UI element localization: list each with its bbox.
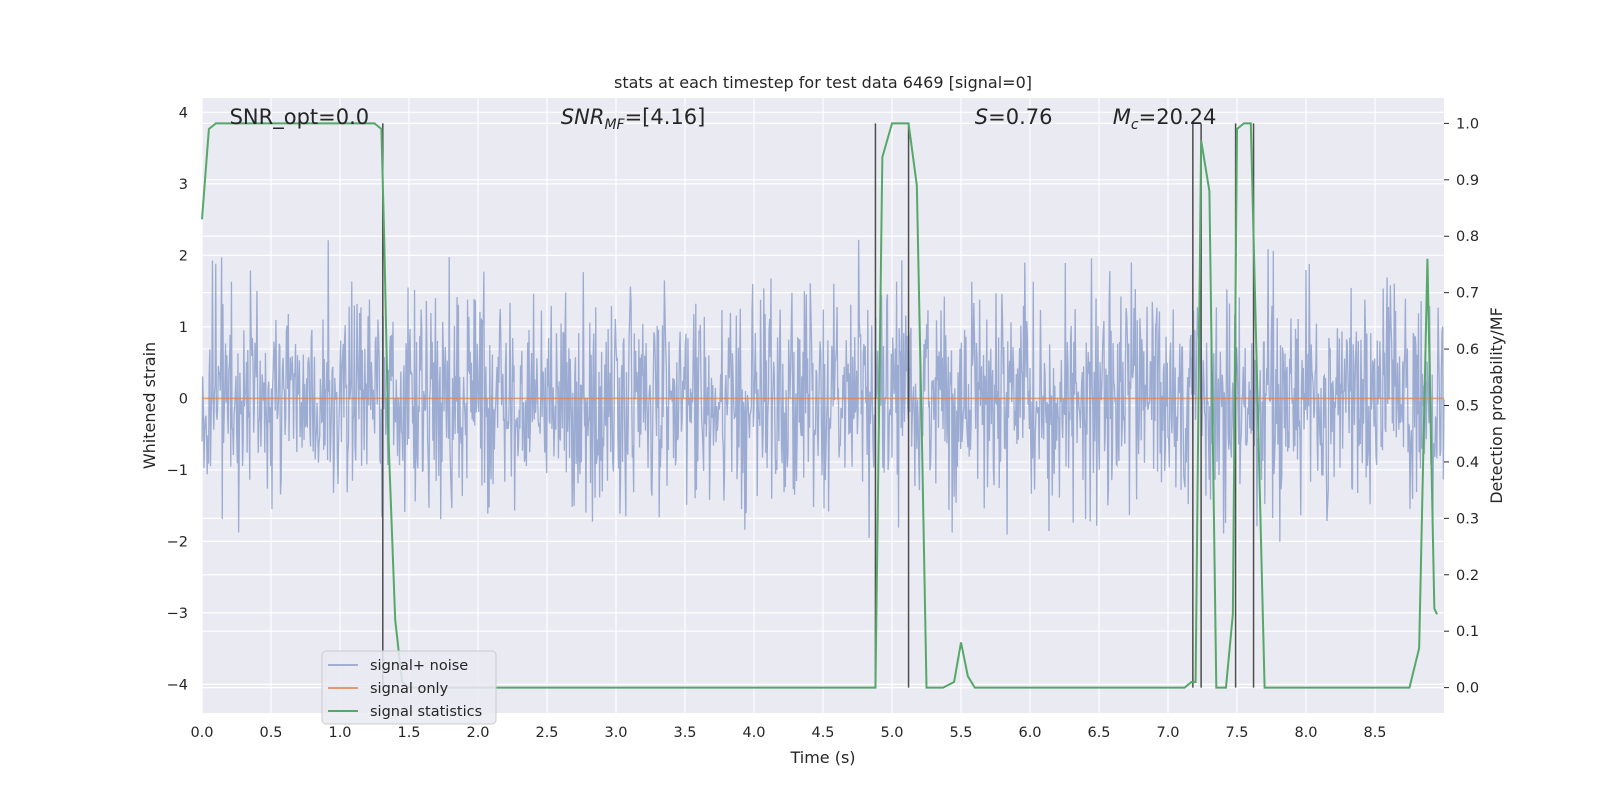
x-tick-label: 2.0 [466, 725, 489, 741]
y-tick-label: −4 [167, 677, 188, 693]
x-tick-label: 6.0 [1018, 725, 1041, 741]
legend-entry: signal statistics [370, 704, 482, 720]
y2-tick-label: 0.4 [1456, 455, 1479, 471]
x-tick-label: 7.5 [1225, 725, 1248, 741]
x-tick-label: 1.0 [328, 725, 351, 741]
y2-tick-label: 0.5 [1456, 399, 1479, 415]
annotation-s: S=0.76 [975, 105, 1053, 129]
y-axis-title: Whitened strain [140, 342, 159, 469]
x-tick-label: 5.0 [880, 725, 903, 741]
annotations: SNR_opt=0.0 SNRMF=[4.16] S=0.76 Mc=20.24 [230, 105, 1217, 133]
x-tick-label: 0.0 [190, 725, 213, 741]
annotation-snr-opt: SNR_opt=0.0 [230, 105, 370, 130]
y2-tick-label: 0.9 [1456, 173, 1479, 189]
y-tick-label: −1 [167, 463, 188, 479]
x-tick-label: 2.5 [535, 725, 558, 741]
y-tick-label: 0 [179, 391, 188, 407]
y2-tick-label: 0.3 [1456, 511, 1479, 527]
y-tick-label: 2 [179, 248, 188, 264]
y2-tick-label: 0.7 [1456, 286, 1479, 302]
chart-title: stats at each timestep for test data 646… [614, 73, 1032, 92]
series-line-signal-noise [201, 239, 1445, 542]
y-tick-label: −3 [167, 606, 188, 622]
series-signal-noise [201, 239, 1445, 542]
legend-box [321, 650, 497, 725]
x-tick-label: 3.5 [673, 725, 696, 741]
axis-ticks: 0.0 0.5 1.0 1.5 2.0 2.5 3.0 3.5 4.0 4.5 5.0 5.5 6.0 6… [167, 105, 1479, 741]
x-axis-title: Time (s) [789, 748, 855, 767]
x-tick-label: 8.5 [1363, 725, 1386, 741]
series-line-signal-statistics [201, 122, 1438, 689]
annotation-snr-mf: SNRMF=[4.16] [561, 105, 706, 133]
x-tick-label: 1.5 [397, 725, 420, 741]
y-tick-label: 4 [179, 105, 188, 121]
y2-axis-title: Detection probability/MF [1487, 307, 1506, 504]
series-signal-statistics [201, 122, 1438, 689]
y2-tick-label: 1.0 [1456, 116, 1479, 132]
y2-tick-label: 0.1 [1456, 624, 1479, 640]
x-tick-label: 4.0 [742, 725, 765, 741]
y2-tick-label: 0.6 [1456, 342, 1479, 358]
y2-tick-label: 0.0 [1456, 681, 1479, 697]
x-tick-label: 5.5 [949, 725, 972, 741]
x-tick-label: 4.5 [811, 725, 834, 741]
annotation-mc: Mc=20.24 [1113, 105, 1217, 133]
legend: signal+ noise signal only signal statistic… [321, 650, 497, 725]
y-tick-label: 1 [179, 320, 188, 336]
y-tick-label: −2 [167, 534, 188, 550]
vertical-markers [382, 123, 1255, 688]
y2-tick-label: 0.8 [1456, 229, 1479, 245]
x-tick-label: 8.0 [1294, 725, 1317, 741]
legend-entry: signal+ noise [370, 658, 468, 674]
y-tick-label: 3 [179, 177, 188, 193]
x-tick-label: 3.0 [604, 725, 627, 741]
legend-entry: signal only [370, 681, 449, 697]
x-tick-label: 7.0 [1156, 725, 1179, 741]
y2-tick-label: 0.2 [1456, 568, 1479, 584]
x-tick-label: 6.5 [1087, 725, 1110, 741]
x-tick-label: 0.5 [259, 725, 282, 741]
